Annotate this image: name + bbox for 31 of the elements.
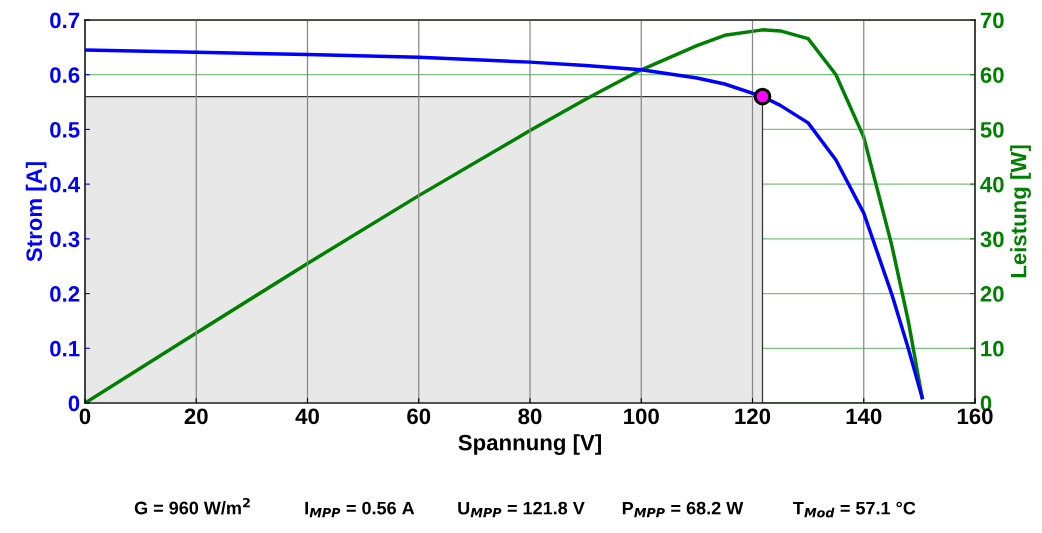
y-tick-label: 0: [68, 395, 80, 412]
x-tick-label: 80: [518, 408, 542, 425]
x-tick-label: 0: [79, 408, 91, 425]
y-tick-label: 0.1: [50, 340, 80, 357]
text: T$_{Mod}$ = 57.1 °C: [793, 501, 916, 518]
y2-tick-label: 60: [980, 67, 1004, 83]
x-tick-label: 120: [735, 408, 771, 425]
y-axis-title: Strom [A]: [25, 162, 47, 262]
y2-tick-label: 30: [980, 231, 1004, 248]
text: U$_{MPP}$ = 121.8 V: [458, 501, 585, 518]
x-tick-label: 40: [295, 408, 319, 425]
y2-tick-label: 70: [980, 12, 1004, 29]
y-tick-label: 0.3: [50, 231, 80, 248]
y-tick-label: 0.4: [50, 176, 81, 193]
y2-tick-label: 40: [980, 176, 1004, 193]
text: P$_{MPP}$ = 68.2 W: [622, 501, 744, 518]
text: I$_{MPP}$ = 0.56 A: [305, 501, 415, 518]
x-axis-title: Spannung [V]: [458, 434, 601, 455]
y2-tick-label: 20: [980, 286, 1004, 302]
x-tick-label: 100: [624, 408, 659, 425]
y-tick-label: 0.5: [50, 121, 80, 138]
y2-tick-label: 50: [980, 121, 1004, 138]
y-tick-label: 0.7: [50, 12, 80, 29]
y-tick-label: 0.6: [50, 67, 80, 83]
x-tick-label: 60: [407, 408, 431, 425]
text: G = 960 W/m$^{2}$: [134, 497, 250, 515]
y2-axis-title: Leistung [W]: [1010, 145, 1031, 278]
x-tick-label: 140: [846, 408, 882, 425]
y-tick-label: 0.2: [50, 286, 80, 302]
y2-tick-label: 10: [981, 340, 1004, 357]
x-tick-label: 20: [184, 408, 208, 425]
